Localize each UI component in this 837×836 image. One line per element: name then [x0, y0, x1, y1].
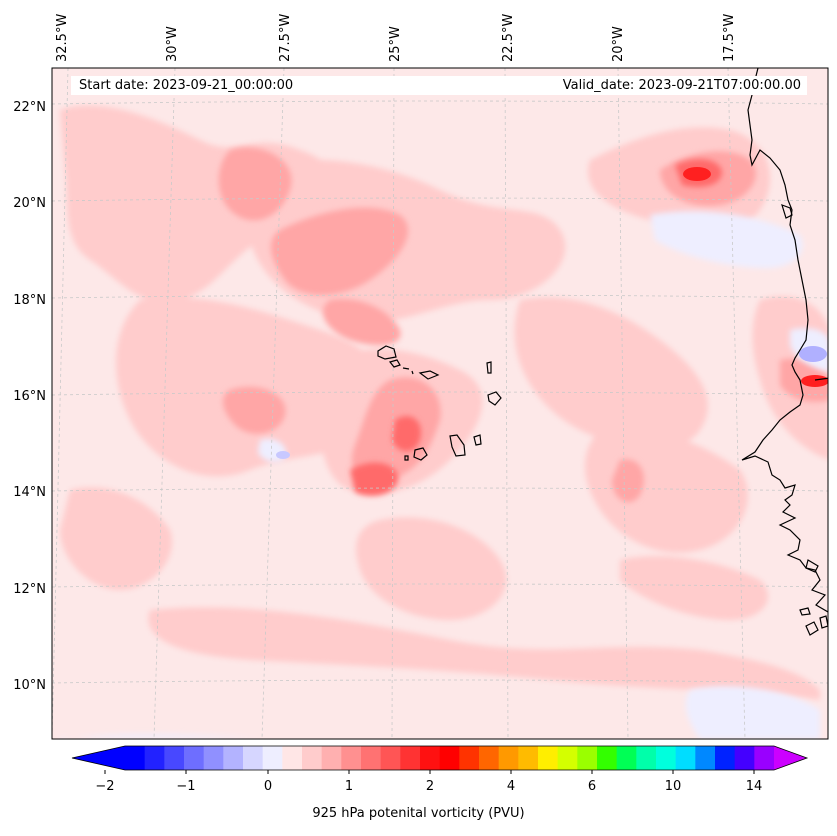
- colorbar-segment: [754, 746, 775, 770]
- lon-label: 32.5°W: [55, 14, 70, 62]
- colorbar-segment: [675, 746, 696, 770]
- lon-label: 20°W: [611, 26, 626, 62]
- colorbar-tick-label: −2: [95, 779, 114, 794]
- colorbar-segment: [164, 746, 185, 770]
- colorbar-segment: [715, 746, 736, 770]
- lat-label: 14°N: [13, 485, 46, 500]
- colorbar-tick-label: 0: [264, 779, 272, 794]
- colorbar-extend-max: [774, 746, 807, 770]
- lat-label: 22°N: [13, 100, 46, 115]
- lat-label: 16°N: [13, 389, 46, 404]
- colorbar-segment: [538, 746, 559, 770]
- colorbar-tick-label: −1: [176, 779, 195, 794]
- map-frame: [51, 67, 829, 740]
- lon-label: 17.5°W: [722, 14, 737, 62]
- colorbar-segment: [282, 746, 303, 770]
- lon-label: 30°W: [165, 26, 180, 62]
- colorbar-tick-label: 4: [507, 779, 515, 794]
- colorbar-segment: [144, 746, 165, 770]
- colorbar-segment: [616, 746, 637, 770]
- colorbar-segment: [203, 746, 224, 770]
- colorbar-extend-min: [72, 746, 125, 770]
- colorbar-segment: [341, 746, 362, 770]
- colorbar-tick-label: 10: [665, 779, 682, 794]
- colorbar-segment: [302, 746, 323, 770]
- lat-label: 20°N: [13, 196, 46, 211]
- colorbar-title: 925 hPa potenital vorticity (PVU): [312, 806, 525, 821]
- colorbar-segment: [518, 746, 539, 770]
- colorbar-tick-label: 1: [345, 779, 353, 794]
- colorbar-ticks: −2 −1 0 1 2 4 6 10 14: [95, 770, 762, 794]
- colorbar-segment: [243, 746, 264, 770]
- pv-field: [52, 68, 828, 739]
- lat-label: 10°N: [13, 678, 46, 693]
- lat-label: 12°N: [13, 582, 46, 597]
- latitude-labels: 22°N 20°N 18°N 16°N 14°N 12°N 10°N: [13, 100, 46, 693]
- colorbar-segment: [321, 746, 342, 770]
- colorbar-segment: [262, 746, 283, 770]
- colorbar-outline: [71, 745, 809, 771]
- colorbar-segment: [439, 746, 460, 770]
- colorbar-segment: [479, 746, 500, 770]
- valid-date-label: Valid_date: 2023-09-21T07:00:00.00: [371, 76, 807, 95]
- colorbar-segment: [656, 746, 677, 770]
- colorbar-segment: [734, 746, 755, 770]
- lon-label: 22.5°W: [501, 14, 516, 62]
- colorbar-segment: [361, 746, 382, 770]
- colorbar-segment: [597, 746, 618, 770]
- colorbar-tick-label: 14: [746, 779, 763, 794]
- colorbar-tick-label: 6: [588, 779, 596, 794]
- lon-label: 27.5°W: [278, 14, 293, 62]
- start-date-label: Start date: 2023-09-21_00:00:00: [71, 76, 379, 95]
- colorbar-segment: [695, 746, 716, 770]
- colorbar-segment: [125, 746, 146, 770]
- colorbar: [71, 745, 809, 771]
- africa-coastline: [741, 68, 828, 636]
- colorbar-segment: [223, 746, 244, 770]
- colorbar-tick-label: 2: [426, 779, 434, 794]
- colorbar-segment: [380, 746, 401, 770]
- colorbar-segment: [400, 746, 421, 770]
- lon-label: 25°W: [388, 26, 403, 62]
- colorbar-segment: [184, 746, 205, 770]
- longitude-labels: 32.5°W 30°W 27.5°W 25°W 22.5°W 20°W 17.5…: [55, 14, 737, 62]
- colorbar-segment: [577, 746, 598, 770]
- colorbar-segment: [557, 746, 578, 770]
- colorbar-segment: [459, 746, 480, 770]
- colorbar-segment: [636, 746, 657, 770]
- colorbar-segment: [498, 746, 519, 770]
- lat-label: 18°N: [13, 293, 46, 308]
- colorbar-segment: [420, 746, 441, 770]
- cabo-verde-islands: [377, 345, 502, 461]
